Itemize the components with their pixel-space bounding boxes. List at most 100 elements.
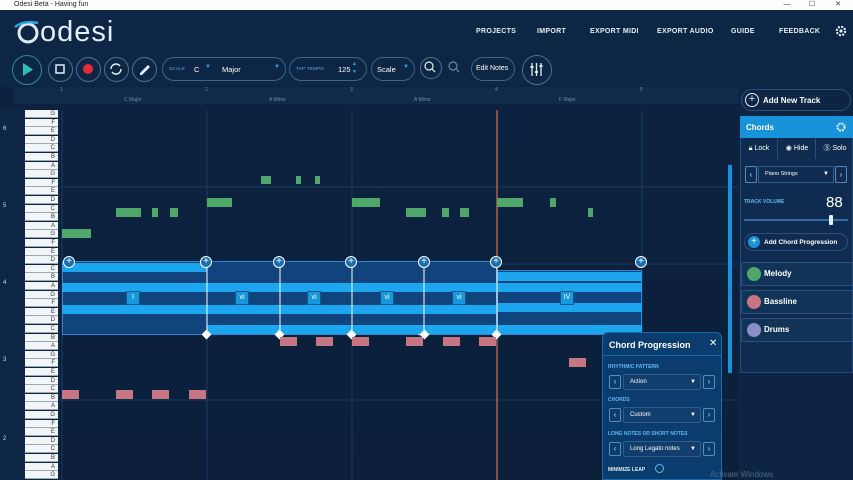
- timeline-ruler[interactable]: 1 2 3 4 5 C Major A Minor A Minor F Majo…: [14, 87, 738, 104]
- piano-black-key[interactable]: [14, 356, 25, 363]
- nav-feedback[interactable]: FEEDBACK: [779, 28, 821, 35]
- piano-key[interactable]: D: [25, 316, 58, 325]
- piano-black-key[interactable]: [14, 296, 25, 303]
- mode-chevron-icon[interactable]: ▼: [274, 64, 280, 70]
- instrument-next-arrow-icon[interactable]: ›: [835, 166, 847, 183]
- piano-key[interactable]: D: [25, 376, 58, 385]
- piano-key[interactable]: E: [25, 307, 58, 316]
- chord-note[interactable]: [497, 303, 642, 312]
- add-chord-plus-icon[interactable]: +: [418, 256, 430, 268]
- next-arrow-icon[interactable]: ›: [703, 408, 715, 422]
- hide-button[interactable]: ◉ Hide: [779, 139, 816, 159]
- mode-select[interactable]: Major: [222, 65, 241, 74]
- piano-key[interactable]: G: [25, 471, 58, 480]
- piano-black-key[interactable]: [14, 390, 25, 397]
- piano-black-key[interactable]: [14, 141, 25, 148]
- piano-key[interactable]: C: [25, 144, 58, 153]
- piano-key[interactable]: G: [25, 350, 58, 359]
- melody-note[interactable]: [588, 208, 593, 217]
- piano-key[interactable]: C: [25, 385, 58, 394]
- piano-key[interactable]: B: [25, 393, 58, 402]
- melody-note[interactable]: [261, 176, 271, 184]
- bass-note[interactable]: [189, 390, 206, 399]
- track-melody[interactable]: Melody: [741, 262, 853, 286]
- piano-key[interactable]: A: [25, 342, 58, 351]
- zoom-in-button[interactable]: [444, 57, 466, 79]
- piano-key[interactable]: E: [25, 247, 58, 256]
- piano-black-key[interactable]: [14, 468, 25, 475]
- solo-button[interactable]: Ⓢ Solo: [817, 139, 853, 159]
- piano-key[interactable]: G: [25, 411, 58, 419]
- piano-key[interactable]: F: [25, 359, 58, 368]
- bass-note[interactable]: [316, 337, 333, 346]
- piano-key[interactable]: A: [25, 221, 58, 230]
- chords-track-header[interactable]: Chords: [740, 116, 853, 138]
- prev-arrow-icon[interactable]: ‹: [609, 408, 621, 422]
- piano-key[interactable]: C: [25, 204, 58, 213]
- prev-arrow-icon[interactable]: ‹: [609, 442, 621, 456]
- melody-note[interactable]: [152, 208, 158, 217]
- tap-tempo-label[interactable]: TAP TEMPO: [296, 66, 325, 71]
- piano-black-key[interactable]: [14, 244, 25, 251]
- settings-gear-icon[interactable]: [834, 24, 848, 38]
- piano-black-key[interactable]: [14, 416, 25, 423]
- close-panel-icon[interactable]: ✕: [709, 338, 718, 349]
- melody-note[interactable]: [296, 176, 301, 184]
- chord-label[interactable]: vi: [235, 291, 249, 305]
- nav-guide[interactable]: GUIDE: [731, 28, 755, 35]
- mixer-button[interactable]: [522, 55, 552, 85]
- melody-note[interactable]: [207, 198, 232, 207]
- melody-note[interactable]: [442, 208, 449, 217]
- piano-key[interactable]: C: [25, 264, 58, 273]
- piano-key[interactable]: C: [25, 325, 58, 333]
- chord-note[interactable]: [497, 272, 642, 281]
- melody-note[interactable]: [315, 176, 320, 184]
- piano-black-key[interactable]: [14, 321, 25, 328]
- edit-notes-button[interactable]: Edit Notes: [471, 57, 515, 81]
- add-chord-plus-icon[interactable]: +: [63, 256, 75, 268]
- piano-key[interactable]: C: [25, 445, 58, 454]
- key-select[interactable]: C: [194, 65, 200, 74]
- piano-key[interactable]: D: [25, 196, 58, 204]
- add-chord-plus-icon[interactable]: +: [635, 256, 647, 268]
- add-new-track-button[interactable]: + Add New Track: [741, 89, 851, 111]
- piano-key[interactable]: B: [25, 213, 58, 222]
- piano-key[interactable]: D: [25, 135, 58, 144]
- maximize-button[interactable]: ☐: [808, 1, 816, 8]
- piano-key[interactable]: F: [25, 178, 58, 187]
- chord-label[interactable]: vi: [380, 291, 394, 305]
- instrument-select[interactable]: Piano Strings ▼: [758, 166, 834, 183]
- bass-note[interactable]: [406, 337, 423, 346]
- piano-key[interactable]: B: [25, 153, 58, 161]
- piano-black-key[interactable]: [14, 425, 25, 432]
- panel-scrollbar[interactable]: [728, 165, 732, 373]
- close-button[interactable]: ✕: [835, 1, 841, 8]
- next-arrow-icon[interactable]: ›: [703, 375, 715, 389]
- piano-key[interactable]: A: [25, 282, 58, 290]
- bass-note[interactable]: [352, 337, 369, 346]
- piano-black-key[interactable]: [14, 124, 25, 131]
- bass-note[interactable]: [62, 390, 79, 399]
- piano-key[interactable]: B: [25, 273, 58, 282]
- piano-black-key[interactable]: [14, 184, 25, 191]
- bass-note[interactable]: [443, 337, 460, 346]
- piano-key[interactable]: F: [25, 419, 58, 428]
- nav-import[interactable]: IMPORT: [537, 28, 567, 35]
- chord-note[interactable]: [62, 263, 207, 272]
- piano-black-key[interactable]: [14, 364, 25, 371]
- minimize-leap-toggle[interactable]: [655, 464, 664, 473]
- add-chord-progression-button[interactable]: + Add Chord Progression: [744, 233, 848, 251]
- piano-black-key[interactable]: [14, 175, 25, 182]
- piano-key[interactable]: A: [25, 402, 58, 411]
- piano-black-key[interactable]: [14, 330, 25, 337]
- piano-black-key[interactable]: [14, 476, 25, 480]
- chord-label[interactable]: vi: [452, 291, 466, 305]
- piano-black-key[interactable]: [14, 149, 25, 156]
- piano-key[interactable]: G: [25, 170, 58, 179]
- piano-black-key[interactable]: [14, 201, 25, 208]
- nav-export-midi[interactable]: EXPORT MIDI: [590, 28, 639, 35]
- add-chord-plus-icon[interactable]: +: [273, 256, 285, 268]
- piano-key[interactable]: F: [25, 239, 58, 247]
- piano-key[interactable]: B: [25, 454, 58, 462]
- zoom-out-button[interactable]: [420, 57, 442, 79]
